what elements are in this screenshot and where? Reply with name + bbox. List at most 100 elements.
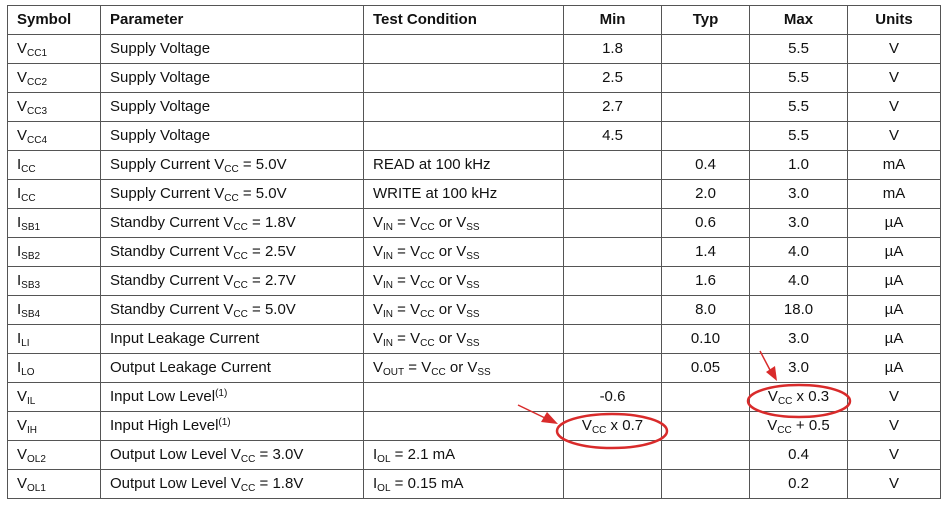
cell-typ xyxy=(661,411,750,441)
subscript: IN xyxy=(383,338,394,349)
text-part: Output Low Level V xyxy=(110,475,241,492)
cell-min: 1.8 xyxy=(563,34,662,64)
cell-max: 5.5 xyxy=(749,34,848,64)
symbol-subscript: SB1 xyxy=(21,222,41,233)
text-part: V xyxy=(767,417,778,434)
text-part: V xyxy=(373,214,384,231)
subscript: OL xyxy=(377,454,391,465)
cell-typ xyxy=(661,34,750,64)
cell-units: V xyxy=(847,469,941,499)
cell-min xyxy=(563,150,662,180)
header-parameter: Parameter xyxy=(100,5,364,35)
cell-max: 3.0 xyxy=(749,208,848,238)
cell-typ: 8.0 xyxy=(661,295,750,325)
cell-max: VCC x 0.3 xyxy=(749,382,848,412)
text-part: 5.5 xyxy=(788,40,809,57)
cell-max: 4.0 xyxy=(749,237,848,267)
text-part: = 1.8V xyxy=(247,214,296,231)
subscript: CC xyxy=(233,222,248,233)
text-part: = V xyxy=(393,330,421,347)
table-row: ILI Input Leakage Current VIN = VCC or VSS… xyxy=(7,324,941,354)
text-part: or V xyxy=(434,214,467,231)
subscript: CC xyxy=(777,425,792,436)
subscript: CC xyxy=(233,280,248,291)
cell-test-condition: WRITE at 100 kHz xyxy=(363,179,564,209)
text-part: Standby Current V xyxy=(110,214,234,231)
cell-units: V xyxy=(847,92,941,122)
text-part: = V xyxy=(393,243,421,260)
cell-max: 3.0 xyxy=(749,324,848,354)
cell-parameter: Output Leakage Current xyxy=(100,353,364,383)
table-row: VOL1 Output Low Level VCC = 1.8V IOL = 0.1… xyxy=(7,469,941,499)
text-part: + 0.5 xyxy=(791,417,830,434)
cell-test-condition: VIN = VCC or VSS xyxy=(363,208,564,238)
text-part: = 5.0V xyxy=(247,301,296,318)
text-part: Input Leakage Current xyxy=(110,330,260,347)
header-min: Min xyxy=(563,5,662,35)
symbol-subscript: OL2 xyxy=(27,454,46,465)
text-part: 5.5 xyxy=(788,98,809,115)
cell-max: 5.5 xyxy=(749,121,848,151)
text-part: Input Low Level xyxy=(110,388,216,405)
text-part: 5.5 xyxy=(788,69,809,86)
cell-test-condition xyxy=(363,121,564,151)
cell-symbol: ICC xyxy=(7,179,101,209)
symbol-subscript: LI xyxy=(21,338,30,349)
cell-parameter: Supply Voltage xyxy=(100,34,364,64)
symbol-subscript: CC2 xyxy=(27,77,48,88)
subscript: IN xyxy=(383,251,394,262)
symbol-subscript: LO xyxy=(21,367,35,378)
text-part: READ at 100 kHz xyxy=(373,156,491,173)
text-part: = 1.8V xyxy=(255,475,304,492)
symbol-letter: I xyxy=(17,272,22,289)
subscript: CC xyxy=(240,454,256,465)
cell-parameter: Supply Current VCC = 5.0V xyxy=(100,150,364,180)
cell-units: µA xyxy=(847,208,941,238)
cell-units: V xyxy=(847,121,941,151)
cell-max: 1.0 xyxy=(749,150,848,180)
text-part: x 0.7 xyxy=(606,417,644,434)
text-part: Supply Voltage xyxy=(110,127,211,144)
subscript: CC xyxy=(591,425,607,436)
symbol-letter: I xyxy=(17,185,22,202)
subscript: CC xyxy=(420,338,435,349)
cell-test-condition: IOL = 0.15 mA xyxy=(363,469,564,499)
symbol-subscript: IH xyxy=(27,425,38,436)
symbol-letter: V xyxy=(17,69,28,86)
subscript: CC xyxy=(240,483,256,494)
cell-parameter: Supply Voltage xyxy=(100,92,364,122)
text-part: Standby Current V xyxy=(110,243,234,260)
cell-test-condition xyxy=(363,63,564,93)
cell-min xyxy=(563,440,662,470)
cell-symbol: ISB2 xyxy=(7,237,101,267)
cell-typ: 0.05 xyxy=(661,353,750,383)
cell-units: V xyxy=(847,440,941,470)
subscript: SS xyxy=(466,251,480,262)
electrical-characteristics-table: Symbol Parameter Test Condition Min Typ … xyxy=(7,5,941,499)
text-part: 5.5 xyxy=(788,127,809,144)
text-part: Output Low Level V xyxy=(110,446,241,463)
symbol-letter: I xyxy=(17,156,22,173)
cell-test-condition xyxy=(363,92,564,122)
subscript: OL xyxy=(377,483,391,494)
text-part: Supply Voltage xyxy=(110,98,211,115)
subscript: CC xyxy=(224,193,239,204)
symbol-subscript: SB3 xyxy=(21,280,41,291)
cell-test-condition xyxy=(363,382,564,412)
cell-min: VCC x 0.7 xyxy=(563,411,662,441)
text-part: V xyxy=(373,330,384,347)
table-row: ISB1 Standby Current VCC = 1.8V VIN = VCC … xyxy=(7,208,941,238)
cell-units: V xyxy=(847,411,941,441)
table-body: VCC1 Supply Voltage 1.8 5.5 V VCC2 Supply Volt… xyxy=(7,34,941,499)
cell-max: 0.4 xyxy=(749,440,848,470)
subscript: CC xyxy=(233,309,248,320)
text-part: or V xyxy=(434,243,467,260)
cell-test-condition: READ at 100 kHz xyxy=(363,150,564,180)
text-part: = V xyxy=(404,359,432,376)
cell-max: 3.0 xyxy=(749,353,848,383)
subscript: SS xyxy=(466,280,480,291)
text-part: = V xyxy=(393,301,421,318)
text-part: Standby Current V xyxy=(110,272,234,289)
cell-min xyxy=(563,266,662,296)
cell-symbol: ICC xyxy=(7,150,101,180)
